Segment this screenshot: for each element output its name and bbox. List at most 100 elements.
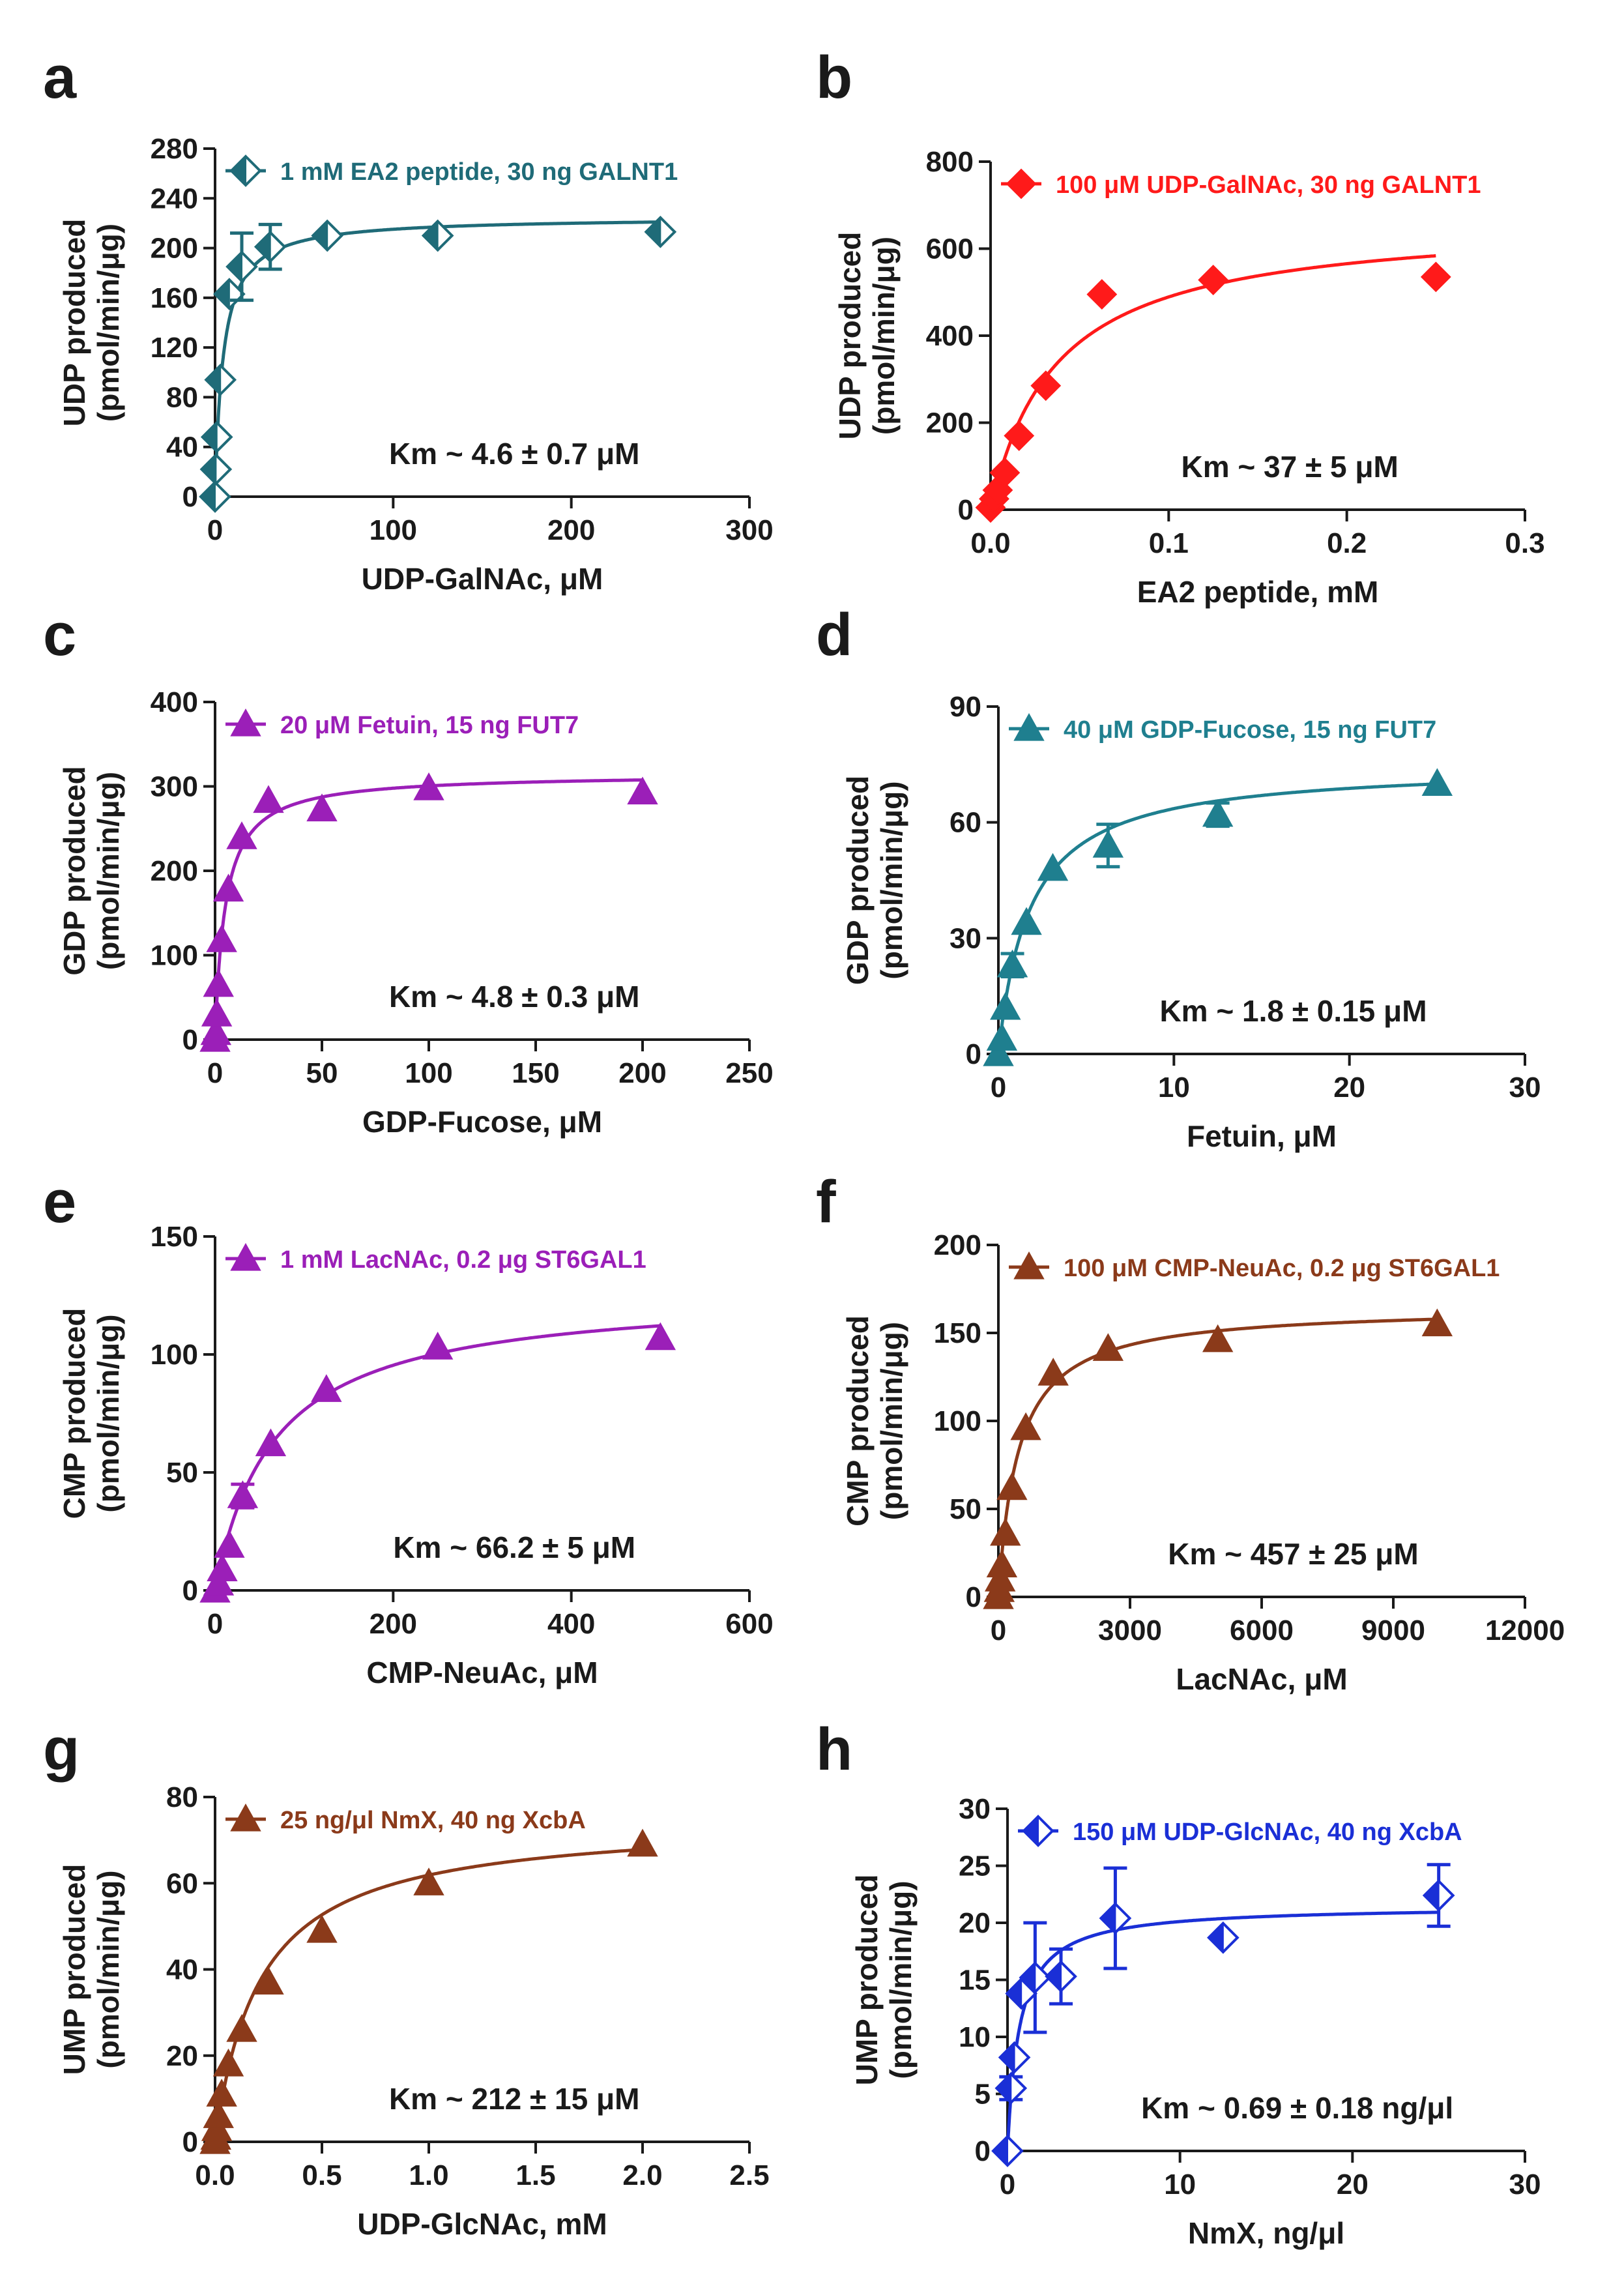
data-point [996, 1472, 1028, 1500]
km-annotation: Km ~ 212 ± 15 μM [389, 2082, 640, 2116]
legend-label: 100 μM UDP-GalNAc, 30 ng GALNT1 [1056, 171, 1481, 199]
panel-letter: e [43, 1169, 76, 1235]
data-point [645, 1322, 676, 1351]
data-point [1198, 265, 1229, 295]
data-point [991, 2135, 1024, 2167]
legend: 100 μM CMP-NeuAc, 0.2 μg ST6GAL1 [1009, 1251, 1500, 1282]
legend-marker [229, 154, 262, 187]
x-tick-label: 0.0 [195, 2159, 235, 2191]
km-annotation: Km ~ 1.8 ± 0.15 μM [1159, 994, 1427, 1028]
panel-e: e 0 50 100 150 0 200 400 600 CMP-NeuAc, μM CMP pro… [43, 1169, 774, 1689]
legend-label: 150 μM UDP-GlcNAc, 40 ng XcbA [1073, 1819, 1462, 1846]
panel-letter: c [43, 602, 76, 668]
data-point [227, 1480, 259, 1508]
data-point [1422, 1879, 1455, 1912]
y-axis-title: UDP produced [833, 232, 867, 440]
y-tick-label: 5 [975, 2079, 991, 2111]
data-point [627, 1828, 658, 1857]
x-tick-label: 30 [1509, 2169, 1541, 2200]
data-point [984, 1563, 1016, 1592]
legend-marker [230, 1242, 261, 1271]
x-tick-label: 0 [991, 1072, 1006, 1103]
y-tick-label: 0 [966, 1038, 981, 1070]
x-tick-label: 0.3 [1505, 527, 1544, 559]
panel-letter: g [43, 1716, 80, 1783]
y-axis-title-units: (pmol/min/μg) [91, 772, 125, 970]
y-tick-label: 400 [926, 320, 974, 352]
data-point [1004, 420, 1035, 451]
legend: 150 μM UDP-GlcNAc, 40 ng XcbA [1018, 1815, 1462, 1847]
panel-f: f 0 50 100 150 200 0 3000 6000 9000 12000 LacNAc, μ… [816, 1169, 1565, 1696]
y-tick-label: 160 [151, 282, 198, 314]
data-point [1420, 261, 1451, 293]
x-tick-label: 3000 [1098, 1615, 1162, 1646]
y-tick-label: 20 [166, 2040, 198, 2072]
x-tick-label: 0 [207, 514, 223, 546]
panel-letter: h [816, 1716, 852, 1783]
legend: 20 μM Fetuin, 15 ng FUT7 [225, 708, 579, 739]
data-point [422, 1332, 454, 1360]
y-axis-title: UMP produced [850, 1875, 884, 2086]
data-point [226, 2014, 257, 2042]
data-point [998, 2041, 1031, 2074]
panel-d: d 0 30 60 90 0 10 20 30 Fetuin, μM GDP produced (pm… [816, 602, 1541, 1153]
data-point [1019, 1961, 1052, 1994]
x-tick-label: 20 [1337, 2169, 1369, 2200]
data-point [200, 1017, 232, 1045]
x-tick-label: 150 [512, 1057, 559, 1089]
x-axis-title: Fetuin, μM [1187, 1119, 1337, 1153]
panel-c: c 0 100 200 300 400 0 50 100 150 200 250 GDP-Fucose,… [43, 602, 774, 1139]
data-point [1421, 768, 1453, 797]
data-point [421, 219, 454, 252]
data-point [255, 1428, 287, 1457]
panel-a: a 0 40 80 120 160 200 240 280 0 100 200 300 UDP-GalNA… [43, 44, 774, 596]
data-point [989, 457, 1021, 488]
x-tick-label: 6000 [1230, 1615, 1294, 1646]
y-tick-label: 25 [959, 1850, 991, 1882]
x-tick-label: 10 [1158, 1072, 1190, 1103]
x-axis-title: NmX, ng/μl [1188, 2216, 1344, 2250]
y-axis-title: CMP produced [841, 1315, 875, 1527]
y-tick-label: 100 [151, 1339, 198, 1371]
data-point [1099, 1902, 1132, 1935]
legend-label: 1 mM LacNAc, 0.2 μg ST6GAL1 [280, 1246, 646, 1274]
y-axis-title: GDP produced [57, 766, 91, 975]
legend-label: 25 ng/μl NmX, 40 ng XcbA [280, 1807, 586, 1834]
y-tick-label: 800 [926, 146, 974, 178]
y-tick-label: 150 [934, 1317, 981, 1349]
data-point [203, 969, 234, 997]
legend: 1 mM LacNAc, 0.2 μg ST6GAL1 [225, 1242, 646, 1274]
data-point [253, 785, 284, 813]
x-tick-label: 0.0 [970, 527, 1010, 559]
y-tick-label: 90 [950, 691, 981, 723]
data-point [413, 772, 444, 800]
y-axis-title: CMP produced [57, 1308, 91, 1519]
x-tick-label: 200 [618, 1057, 666, 1089]
x-tick-label: 250 [725, 1057, 773, 1089]
y-tick-label: 80 [166, 381, 198, 413]
y-tick-label: 400 [151, 686, 198, 718]
x-tick-label: 600 [725, 1608, 773, 1640]
data-point [203, 2100, 234, 2128]
data-point [1092, 830, 1124, 858]
data-point [1011, 907, 1042, 935]
x-tick-label: 200 [547, 514, 595, 546]
x-tick-label: 2.0 [622, 2159, 662, 2191]
y-tick-label: 15 [959, 1965, 991, 1996]
data-point [994, 2071, 1028, 2105]
data-point [204, 363, 237, 396]
data-point [990, 991, 1021, 1020]
km-annotation: Km ~ 66.2 ± 5 μM [393, 1530, 635, 1564]
panel-g: g 0 20 40 60 80 0.0 0.5 1.0 1.5 2.0 2.5 UDP-GlcNAc, … [43, 1716, 770, 2241]
y-tick-label: 0 [182, 481, 198, 513]
data-point [1092, 1333, 1124, 1361]
y-axis-title-units: (pmol/min/μg) [91, 1870, 125, 2068]
data-point [311, 1374, 342, 1402]
y-tick-label: 240 [151, 183, 198, 214]
panel-b: b 0 200 400 600 800 0.0 0.1 0.2 0.3 EA2 peptide, m… [816, 44, 1545, 609]
y-tick-label: 20 [959, 1907, 991, 1939]
y-tick-label: 60 [166, 1867, 198, 1899]
data-point [214, 1530, 245, 1558]
legend: 25 ng/μl NmX, 40 ng XcbA [225, 1803, 586, 1834]
